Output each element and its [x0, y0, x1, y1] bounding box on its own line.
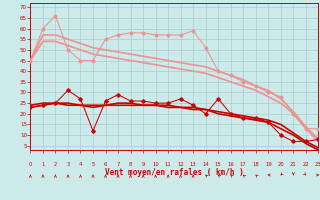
X-axis label: Vent moyen/en rafales ( km/h ): Vent moyen/en rafales ( km/h )	[105, 168, 244, 177]
